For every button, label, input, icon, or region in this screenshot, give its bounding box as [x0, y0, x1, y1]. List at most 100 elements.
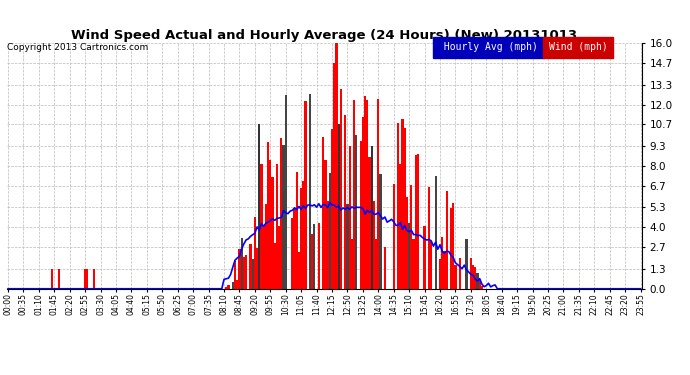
Bar	[384, 248, 386, 289]
Bar	[452, 203, 454, 289]
Bar	[362, 117, 364, 289]
Bar	[86, 269, 88, 289]
Bar	[326, 201, 328, 289]
Bar	[282, 145, 284, 289]
Bar	[443, 251, 446, 289]
Text: Wind (mph): Wind (mph)	[549, 42, 607, 52]
Bar	[254, 217, 256, 289]
Bar	[393, 184, 395, 289]
Bar	[459, 258, 461, 289]
Bar	[413, 239, 415, 289]
Bar	[408, 223, 411, 289]
Bar	[267, 142, 269, 289]
Bar	[371, 146, 373, 289]
Bar	[344, 115, 346, 289]
Bar	[404, 128, 406, 289]
Bar	[450, 207, 452, 289]
Text: Hourly Avg (mph): Hourly Avg (mph)	[438, 42, 538, 52]
Bar	[346, 204, 348, 289]
Bar	[479, 280, 481, 289]
Bar	[368, 157, 371, 289]
Bar	[446, 190, 448, 289]
Bar	[322, 138, 324, 289]
Bar	[236, 280, 238, 289]
Bar	[465, 238, 468, 289]
Bar	[317, 223, 320, 289]
Title: Wind Speed Actual and Hourly Average (24 Hours) (New) 20131013: Wind Speed Actual and Hourly Average (24…	[71, 29, 578, 42]
Bar	[57, 269, 60, 289]
Bar	[400, 164, 402, 289]
Bar	[331, 129, 333, 289]
Bar	[232, 282, 234, 289]
Bar	[311, 234, 313, 289]
Bar	[428, 187, 430, 289]
Bar	[353, 100, 355, 289]
Bar	[472, 265, 474, 289]
Bar	[415, 155, 417, 289]
Bar	[271, 177, 274, 289]
Bar	[274, 243, 276, 289]
Bar	[377, 99, 380, 289]
Bar	[333, 63, 335, 289]
Text: Copyright 2013 Cartronics.com: Copyright 2013 Cartronics.com	[7, 43, 148, 52]
Bar	[417, 154, 419, 289]
Bar	[337, 124, 339, 289]
Bar	[265, 204, 267, 289]
Bar	[225, 287, 227, 289]
Bar	[238, 249, 241, 289]
Bar	[435, 176, 437, 289]
Bar	[375, 239, 377, 289]
Bar	[260, 164, 263, 289]
Bar	[278, 226, 280, 289]
Bar	[339, 89, 342, 289]
Bar	[258, 124, 260, 289]
Bar	[411, 185, 413, 289]
Bar	[302, 181, 304, 289]
Bar	[373, 201, 375, 289]
Bar	[359, 141, 362, 289]
Bar	[424, 226, 426, 289]
Bar	[476, 273, 479, 289]
Bar	[454, 264, 457, 289]
Bar	[406, 197, 408, 289]
Bar	[313, 224, 315, 289]
Bar	[243, 257, 245, 289]
Bar	[397, 123, 400, 289]
Bar	[380, 174, 382, 289]
Bar	[51, 269, 53, 289]
Bar	[93, 269, 95, 289]
Bar	[430, 242, 433, 289]
Bar	[309, 94, 311, 289]
Bar	[263, 226, 265, 289]
Bar	[269, 159, 271, 289]
Bar	[324, 160, 326, 289]
Bar	[441, 237, 443, 289]
Bar	[84, 269, 86, 289]
Bar	[252, 259, 254, 289]
Bar	[295, 172, 298, 289]
Bar	[291, 218, 293, 289]
Bar	[245, 255, 247, 289]
Bar	[241, 238, 243, 289]
Bar	[348, 146, 351, 289]
Bar	[481, 286, 483, 289]
Bar	[300, 188, 302, 289]
Bar	[280, 138, 282, 289]
Bar	[355, 135, 357, 289]
Bar	[364, 96, 366, 289]
Bar	[335, 43, 337, 289]
Bar	[256, 248, 258, 289]
Bar	[328, 173, 331, 289]
Bar	[402, 119, 404, 289]
Bar	[366, 100, 368, 289]
Bar	[234, 261, 236, 289]
Bar	[474, 267, 476, 289]
Bar	[284, 95, 287, 289]
Bar	[439, 259, 441, 289]
Bar	[304, 101, 306, 289]
Bar	[227, 285, 230, 289]
Bar	[298, 252, 300, 289]
Bar	[351, 239, 353, 289]
Bar	[293, 209, 295, 289]
Bar	[276, 165, 278, 289]
